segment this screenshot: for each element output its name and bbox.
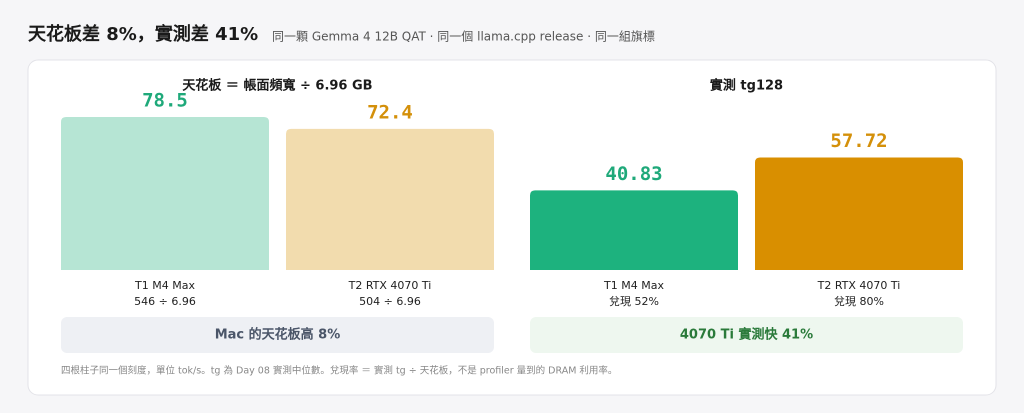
callout-box [530,317,963,353]
footnote: 四根柱子同一個刻度，單位 tok/s。tg 為 Day 08 實測中位數。兌現率… [61,365,617,377]
bar [530,190,738,270]
page-subtitle: 同一顆 Gemma 4 12B QAT · 同一個 llama.cpp rele… [272,29,655,44]
page-title: 天花板差 8%，實測差 41% [28,23,258,45]
bar [61,117,269,270]
chart-title: 實測 tg128 [710,78,783,94]
value-label: 40.83 [605,163,662,185]
x-sublabel: 兌現 52% [609,295,659,308]
callout-text: Mac 的天花板高 8% [215,327,341,343]
callout-box [61,317,494,353]
card [27,59,997,396]
value-label: 72.4 [367,101,413,123]
x-tick-label: T1 M4 Max [603,279,664,292]
value-label: 57.72 [830,130,887,152]
value-label: 78.5 [142,90,188,112]
x-sublabel: 504 ÷ 6.96 [359,295,421,308]
bar [755,157,963,270]
x-tick-label: T2 RTX 4070 Ti [348,279,432,292]
x-tick-label: T2 RTX 4070 Ti [817,279,901,292]
x-sublabel: 兌現 80% [834,295,884,308]
callout-text: 4070 Ti 實測快 41% [680,327,813,343]
chart-title: 天花板 ＝ 帳面頻寬 ÷ 6.96 GB [182,78,372,94]
x-tick-label: T1 M4 Max [134,279,195,292]
bar [286,128,494,270]
x-sublabel: 546 ÷ 6.96 [134,295,196,308]
